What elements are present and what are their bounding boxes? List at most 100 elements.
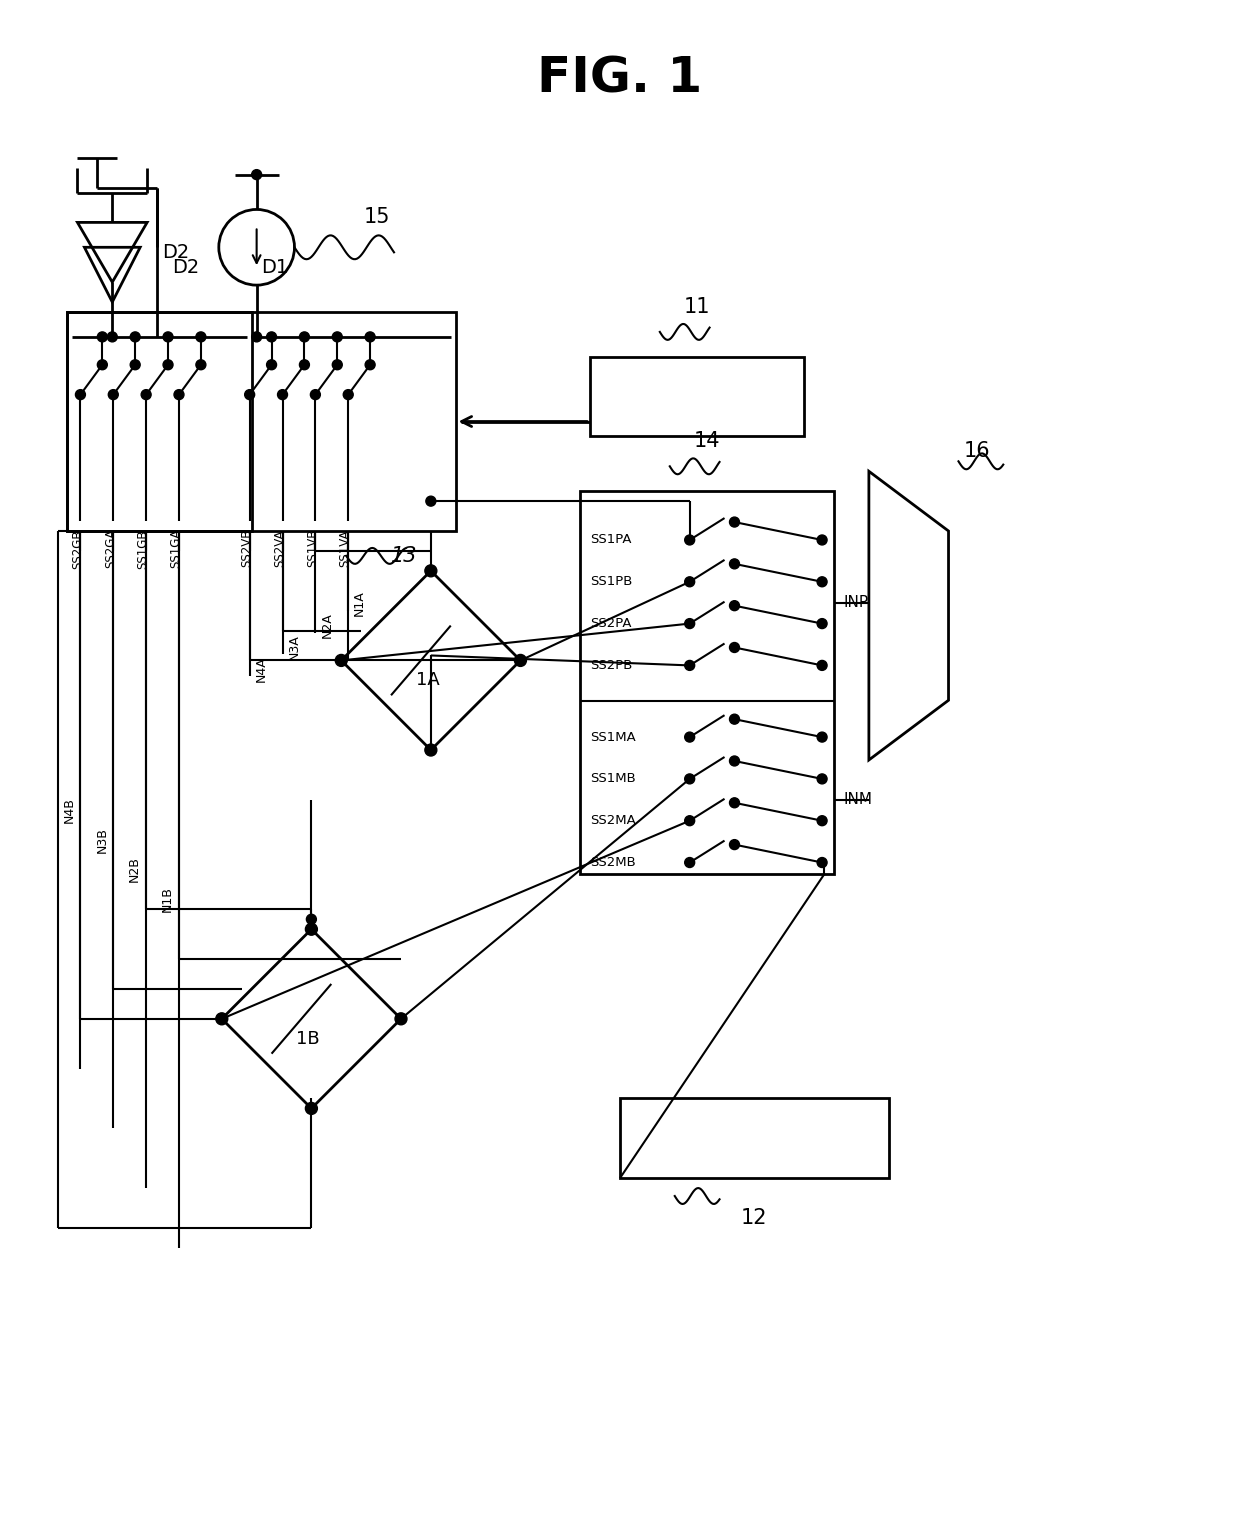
Text: SS2VB: SS2VB bbox=[241, 530, 253, 567]
Circle shape bbox=[729, 517, 739, 527]
Circle shape bbox=[196, 331, 206, 342]
Circle shape bbox=[817, 619, 827, 628]
Circle shape bbox=[684, 619, 694, 628]
Circle shape bbox=[343, 390, 353, 399]
Text: 1A: 1A bbox=[415, 672, 440, 690]
Text: SS2PB: SS2PB bbox=[590, 658, 632, 672]
Bar bbox=[67, 312, 456, 531]
Circle shape bbox=[729, 601, 739, 611]
Circle shape bbox=[299, 360, 310, 369]
Circle shape bbox=[162, 331, 174, 342]
Circle shape bbox=[267, 331, 277, 342]
Circle shape bbox=[98, 331, 108, 342]
Circle shape bbox=[729, 756, 739, 766]
Circle shape bbox=[817, 775, 827, 784]
Text: SS2MA: SS2MA bbox=[590, 814, 636, 828]
Circle shape bbox=[332, 331, 342, 342]
Bar bbox=[590, 357, 805, 436]
Text: 11: 11 bbox=[684, 297, 711, 318]
Circle shape bbox=[196, 360, 206, 369]
Circle shape bbox=[515, 655, 527, 666]
Circle shape bbox=[729, 797, 739, 808]
Text: 13: 13 bbox=[391, 546, 418, 566]
Circle shape bbox=[729, 643, 739, 652]
Circle shape bbox=[335, 655, 347, 666]
Text: 12: 12 bbox=[742, 1207, 768, 1229]
Text: SS1PA: SS1PA bbox=[590, 534, 631, 546]
Text: N2B: N2B bbox=[128, 856, 141, 882]
Circle shape bbox=[684, 858, 694, 867]
Text: 1B: 1B bbox=[296, 1030, 320, 1047]
Text: SS2GB: SS2GB bbox=[71, 530, 84, 569]
Circle shape bbox=[729, 840, 739, 850]
Bar bbox=[580, 492, 835, 875]
Circle shape bbox=[252, 331, 262, 342]
Text: SS2VA: SS2VA bbox=[273, 530, 286, 566]
Circle shape bbox=[817, 661, 827, 670]
Circle shape bbox=[365, 331, 376, 342]
Circle shape bbox=[729, 558, 739, 569]
Text: INM: INM bbox=[844, 793, 873, 808]
Circle shape bbox=[305, 923, 317, 935]
Circle shape bbox=[684, 576, 694, 587]
Circle shape bbox=[267, 360, 277, 369]
Text: N3B: N3B bbox=[95, 826, 108, 852]
Circle shape bbox=[684, 661, 694, 670]
Text: SS1GB: SS1GB bbox=[136, 530, 150, 569]
Circle shape bbox=[817, 858, 827, 867]
Circle shape bbox=[130, 331, 140, 342]
Circle shape bbox=[365, 360, 376, 369]
Circle shape bbox=[425, 496, 435, 507]
Circle shape bbox=[817, 732, 827, 741]
Text: SS2MB: SS2MB bbox=[590, 856, 636, 868]
Circle shape bbox=[817, 816, 827, 826]
Text: 14: 14 bbox=[694, 431, 720, 451]
Text: FIG. 1: FIG. 1 bbox=[537, 54, 703, 101]
Text: SS2GA: SS2GA bbox=[104, 530, 117, 569]
Text: SS2PA: SS2PA bbox=[590, 617, 631, 629]
Circle shape bbox=[216, 1012, 228, 1024]
Circle shape bbox=[817, 576, 827, 587]
Circle shape bbox=[108, 331, 118, 342]
Text: SS1MA: SS1MA bbox=[590, 731, 636, 743]
Circle shape bbox=[130, 360, 140, 369]
Bar bbox=[67, 312, 252, 531]
Text: 16: 16 bbox=[963, 442, 990, 461]
Bar bbox=[620, 1098, 889, 1179]
Circle shape bbox=[684, 536, 694, 545]
Text: 15: 15 bbox=[365, 207, 391, 227]
Text: N1A: N1A bbox=[353, 590, 366, 616]
Circle shape bbox=[108, 390, 118, 399]
Text: N4A: N4A bbox=[254, 657, 268, 682]
Circle shape bbox=[729, 714, 739, 725]
Circle shape bbox=[396, 1012, 407, 1024]
Text: N2A: N2A bbox=[320, 613, 334, 638]
Text: SS1GA: SS1GA bbox=[170, 530, 182, 569]
Circle shape bbox=[305, 1103, 317, 1115]
Text: SS1VA: SS1VA bbox=[339, 530, 352, 566]
Circle shape bbox=[332, 360, 342, 369]
Circle shape bbox=[310, 390, 320, 399]
Text: N1B: N1B bbox=[161, 887, 174, 912]
Text: D1: D1 bbox=[262, 257, 289, 277]
Circle shape bbox=[684, 775, 694, 784]
Circle shape bbox=[425, 564, 436, 576]
Circle shape bbox=[76, 390, 86, 399]
Circle shape bbox=[141, 390, 151, 399]
Circle shape bbox=[162, 360, 174, 369]
Text: SS1VB: SS1VB bbox=[306, 530, 319, 567]
Circle shape bbox=[174, 390, 184, 399]
Text: N3A: N3A bbox=[288, 634, 300, 660]
Circle shape bbox=[684, 732, 694, 741]
Circle shape bbox=[306, 914, 316, 924]
Text: D2: D2 bbox=[162, 242, 190, 262]
Text: SS1PB: SS1PB bbox=[590, 575, 632, 589]
Text: D2: D2 bbox=[172, 257, 200, 277]
Text: SS1MB: SS1MB bbox=[590, 773, 636, 785]
Circle shape bbox=[98, 360, 108, 369]
Text: N4B: N4B bbox=[62, 797, 76, 823]
Circle shape bbox=[817, 536, 827, 545]
Circle shape bbox=[425, 744, 436, 756]
Text: INP: INP bbox=[844, 595, 869, 610]
Circle shape bbox=[299, 331, 310, 342]
